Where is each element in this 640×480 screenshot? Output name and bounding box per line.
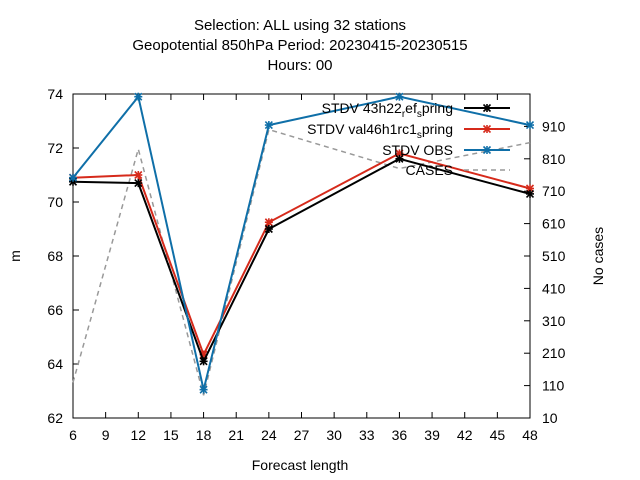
series-2-point-4 [395, 92, 404, 101]
series-lines [68, 92, 535, 396]
y-axis-label: m [7, 250, 23, 262]
legend-marker-0 [482, 103, 492, 113]
series-line-0 [72, 157, 531, 364]
series-2-point-3 [264, 120, 273, 130]
legend-marker-2 [482, 145, 492, 155]
x-tick-label-12: 42 [457, 427, 473, 443]
y2-tick-label-7: 710 [542, 183, 566, 199]
series-0-point-4 [395, 154, 404, 163]
plot-border [72, 93, 531, 419]
legend-label-1: STDV val46h1rc1spring [307, 121, 453, 141]
x-tick-label-9: 33 [359, 427, 375, 443]
axis-ticks: 6 9 12 15 18 21 24 27 30 33 36 39 42 45 48 62 64 66 68 70 72… [47, 86, 565, 443]
series-0-point-2 [199, 357, 208, 366]
plot-frame [72, 93, 531, 419]
x-tick-label-2: 12 [130, 427, 146, 443]
y2-tick-label-5: 510 [542, 248, 566, 264]
legend-label-2: STDV OBS [382, 142, 453, 158]
series-0-point-1 [134, 179, 143, 188]
legend-label-3: CASES [406, 162, 453, 178]
y2-tick-label-1: 110 [542, 378, 565, 394]
series-2-point-1 [134, 92, 143, 101]
y-tick-label-4: 70 [47, 194, 63, 210]
series-1-point-1 [134, 170, 143, 180]
y2-tick-label-9: 910 [542, 118, 566, 134]
y2-tick-label-0: 10 [542, 410, 558, 426]
y-tick-label-5: 72 [47, 140, 63, 156]
chart-title-line-1: Selection: ALL using 32 stations [193, 17, 407, 34]
series-2-point-0 [68, 173, 78, 182]
chart-title-line-2: Geopotential 850hPa Period: 20230415-202… [132, 37, 468, 54]
y2-tick-label-8: 810 [542, 151, 566, 167]
series-line-1 [72, 152, 531, 358]
x-tick-label-3: 15 [163, 427, 179, 443]
series-2-point-2 [199, 385, 208, 394]
y-tick-label-3: 68 [47, 248, 63, 264]
x-tick-label-5: 21 [228, 427, 244, 443]
chart-title-line-3: Hours: 00 [267, 57, 333, 74]
x-tick-label-4: 18 [196, 427, 212, 443]
y-tick-label-0: 62 [47, 410, 63, 426]
series-0-point-5 [525, 189, 535, 198]
x-tick-label-0: 6 [69, 427, 77, 443]
x-tick-label-8: 30 [326, 427, 342, 443]
y2-tick-label-4: 410 [542, 280, 566, 296]
series-2-point-5 [525, 120, 535, 130]
y2-tick-label-3: 310 [542, 313, 566, 329]
x-tick-label-13: 45 [490, 427, 506, 443]
x-tick-label-11: 39 [424, 427, 440, 443]
x-axis-label: Forecast length [252, 457, 349, 473]
x-tick-label-10: 36 [392, 427, 408, 443]
y2-tick-label-6: 610 [542, 216, 566, 232]
y-tick-label-6: 74 [47, 86, 63, 102]
x-tick-label-7: 27 [294, 427, 310, 443]
series-line-2 [72, 94, 531, 390]
series-0-point-3 [264, 224, 273, 234]
legend-label-0: STDV 43h22refspring [322, 100, 453, 120]
x-tick-label-1: 9 [102, 427, 110, 443]
y2-tick-label-2: 210 [542, 345, 566, 361]
x-tick-label-6: 24 [261, 427, 277, 443]
legend-marker-1 [482, 124, 492, 134]
series-1-point-3 [264, 218, 273, 227]
y-tick-label-1: 64 [47, 356, 63, 372]
y-tick-label-2: 66 [47, 302, 63, 318]
y2-axis-label: No cases [590, 227, 606, 285]
x-tick-label-14: 48 [522, 427, 538, 443]
